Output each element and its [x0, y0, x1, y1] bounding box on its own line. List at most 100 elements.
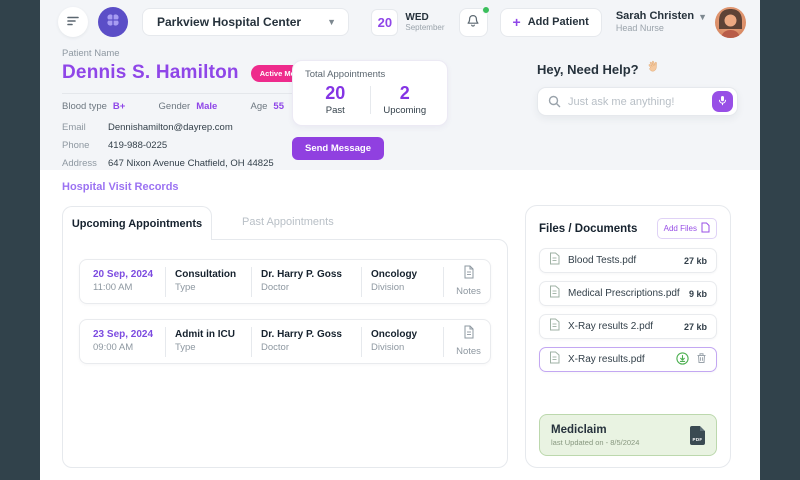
- file-size: 27 kb: [683, 255, 707, 266]
- file-size: 9 kb: [688, 288, 707, 299]
- bell-icon: [466, 14, 480, 31]
- total-appointments-title: Total Appointments: [305, 69, 386, 80]
- menu-button[interactable]: [58, 7, 88, 37]
- help-search-bar: [537, 87, 738, 116]
- notes-button[interactable]: Notes: [443, 325, 493, 358]
- file-plus-icon: [701, 222, 710, 235]
- appointment-doctor: Dr. Harry P. Goss: [261, 329, 342, 341]
- avatar[interactable]: [715, 6, 746, 38]
- email-value: Dennishamilton@dayrep.com: [108, 122, 233, 133]
- notifications-button[interactable]: [458, 5, 490, 37]
- microphone-icon: [717, 94, 728, 109]
- file-name: Blood Tests.pdf: [568, 255, 637, 266]
- notes-label: Notes: [456, 346, 481, 358]
- records-heading: Hospital Visit Records: [62, 181, 179, 193]
- notes-document-icon: [463, 265, 475, 284]
- divider: [62, 93, 294, 94]
- add-files-label: Add Files: [663, 224, 697, 233]
- plus-icon: +: [512, 14, 521, 30]
- age-value: 55: [273, 101, 284, 112]
- appointment-division: Oncology: [371, 269, 418, 281]
- clinic-selector-label: Parkview Hospital Center: [157, 15, 302, 29]
- appointment-type: Consultation: [175, 269, 237, 281]
- appointment-division: Oncology: [371, 329, 418, 341]
- patient-name: Dennis S. Hamilton: [62, 62, 239, 83]
- doctor-label: Doctor: [261, 282, 289, 294]
- patient-vitals: Blood type B+ Gender Male Age 55: [62, 101, 284, 112]
- help-search-input[interactable]: [568, 95, 712, 108]
- date-weekday: WED: [405, 11, 429, 23]
- pdf-file-icon: [549, 252, 560, 270]
- type-label: Type: [175, 282, 196, 294]
- age-label: Age: [250, 101, 268, 112]
- add-patient-button[interactable]: + Add Patient: [499, 7, 602, 37]
- search-icon: [548, 95, 561, 108]
- download-icon: [676, 351, 689, 368]
- blood-type-value: B+: [112, 101, 126, 112]
- pdf-file-icon: [549, 285, 560, 303]
- division-label: Division: [371, 342, 405, 354]
- download-button[interactable]: [676, 351, 689, 368]
- appointment-time: 11:00 AM: [93, 282, 133, 294]
- file-row[interactable]: X-Ray results 2.pdf 27 kb: [539, 314, 717, 339]
- division-label: Division: [371, 282, 405, 294]
- phone-label: Phone: [62, 139, 90, 151]
- address-value: 647 Nixon Avenue Chatfield, OH 44825: [108, 157, 274, 169]
- file-row-selected[interactable]: X-Ray results.pdf: [539, 347, 717, 372]
- gender-label: Gender: [158, 101, 191, 112]
- type-label: Type: [175, 342, 196, 354]
- tab-past-appointments[interactable]: Past Appointments: [242, 216, 334, 228]
- add-patient-label: Add Patient: [527, 16, 589, 28]
- file-name: X-Ray results 2.pdf: [568, 321, 654, 332]
- voice-input-button[interactable]: [712, 91, 733, 112]
- mediclaim-updated: last Updated on - 8/5/2024: [551, 437, 640, 447]
- user-profile[interactable]: Sarah Christen Head Nurse ▼: [615, 6, 746, 38]
- file-row[interactable]: Blood Tests.pdf 27 kb: [539, 248, 717, 273]
- blood-type-label: Blood type: [62, 101, 107, 112]
- appointment-row: 20 Sep, 2024 11:00 AM Consultation Type …: [79, 259, 491, 304]
- email-label: Email: [62, 122, 86, 133]
- left-side-band: [0, 0, 40, 480]
- appointment-row: 23 Sep, 2024 09:00 AM Admit in ICU Type …: [79, 319, 491, 364]
- appointment-date: 23 Sep, 2024: [93, 329, 154, 341]
- pdf-file-icon: [549, 318, 560, 336]
- date-month: September: [405, 23, 445, 33]
- waving-hand-icon: [646, 60, 661, 78]
- add-files-button[interactable]: Add Files: [656, 218, 717, 239]
- patient-info-block: Patient Name Dennis S. Hamilton Active M…: [62, 48, 323, 170]
- mediclaim-card[interactable]: Mediclaim last Updated on - 8/5/2024 PDF: [539, 414, 717, 456]
- trash-icon: [696, 352, 707, 367]
- clinic-selector-dropdown[interactable]: Parkview Hospital Center ▼: [142, 8, 349, 36]
- upcoming-count: 2: [399, 83, 410, 103]
- phone-value: 419-988-0225: [108, 139, 168, 151]
- appointments-panel: 20 Sep, 2024 11:00 AM Consultation Type …: [62, 239, 508, 468]
- files-documents-panel: Files / Documents Add Files Blood Tests.…: [525, 205, 731, 468]
- help-heading: Hey, Need Help?: [537, 60, 661, 78]
- send-message-button[interactable]: Send Message: [292, 137, 384, 160]
- delete-button[interactable]: [696, 352, 707, 367]
- appointment-type: Admit in ICU: [175, 329, 235, 341]
- address-label: Address: [62, 157, 97, 169]
- notes-button[interactable]: Notes: [443, 265, 493, 297]
- user-name: Sarah Christen: [615, 9, 695, 22]
- hamburger-icon: [66, 15, 80, 30]
- notes-document-icon: [463, 325, 475, 344]
- file-size: 27 kb: [683, 321, 707, 332]
- patient-contact: Email Dennishamilton@dayrep.com Phone 41…: [62, 122, 294, 170]
- mediclaim-title: Mediclaim: [551, 423, 607, 436]
- pdf-file-icon: [549, 351, 560, 369]
- patient-name-label: Patient Name: [62, 48, 120, 59]
- date-display[interactable]: 20 WED September: [371, 8, 445, 36]
- appointment-time: 09:00 AM: [93, 342, 134, 354]
- appointment-doctor: Dr. Harry P. Goss: [261, 269, 342, 281]
- tab-upcoming-appointments[interactable]: Upcoming Appointments: [62, 206, 212, 240]
- file-row[interactable]: Medical Prescriptions.pdf 9 kb: [539, 281, 717, 306]
- top-bar: Parkview Hospital Center ▼ 20 WED Septem…: [40, 0, 760, 44]
- date-day: 20: [371, 8, 399, 36]
- gender-value: Male: [196, 101, 218, 112]
- notification-dot: [481, 5, 490, 14]
- hospital-logo[interactable]: [98, 7, 128, 37]
- divider: [369, 86, 371, 115]
- main-section: Hospital Visit Records Upcoming Appointm…: [40, 170, 760, 480]
